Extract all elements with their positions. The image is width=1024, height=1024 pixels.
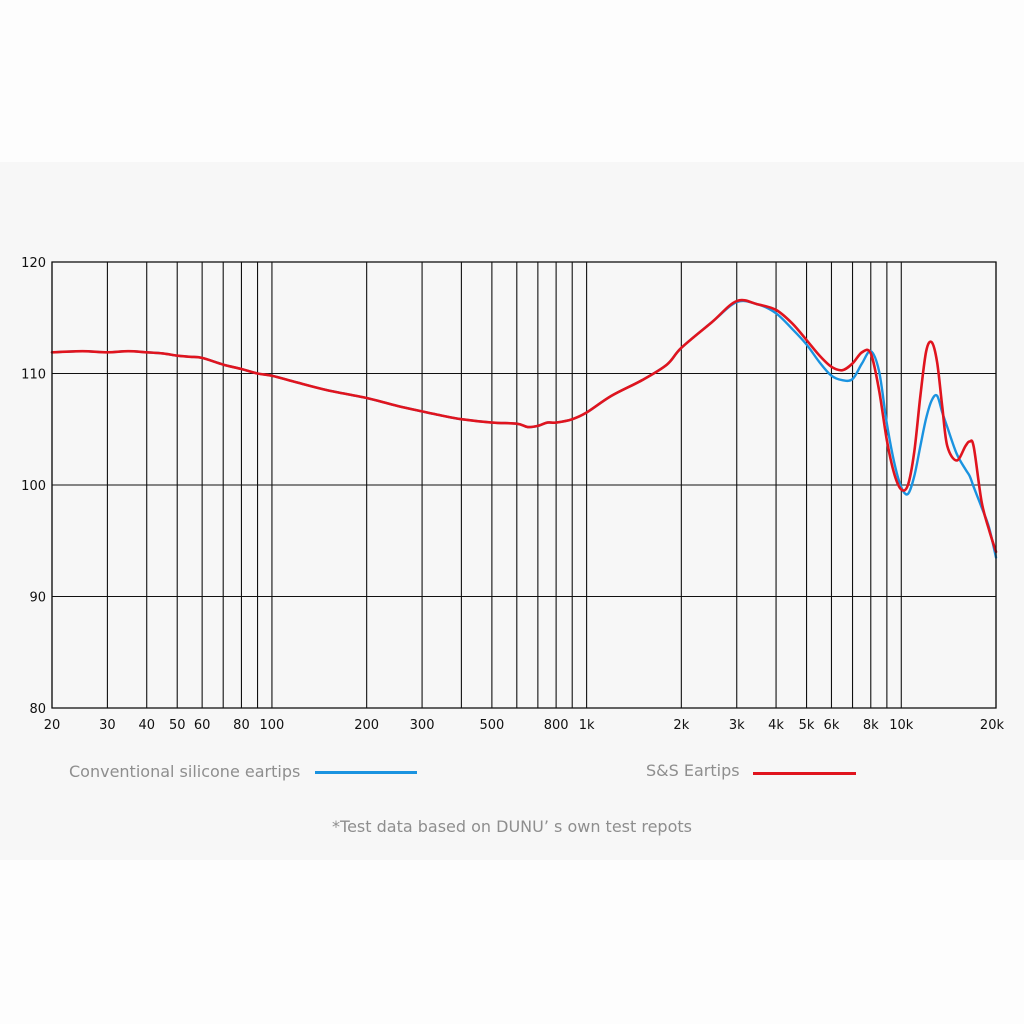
x-tick-label: 50 [169,718,186,733]
y-tick-label: 100 [21,479,46,494]
x-tick-label: 20 [44,718,61,733]
x-tick-label: 200 [354,718,379,733]
y-tick-label: 90 [29,591,46,606]
x-tick-label: 2k [673,718,689,733]
y-axis-ticks: 80 90 100 110 120 [21,256,46,717]
x-tick-label: 5k [799,718,815,733]
y-tick-label: 120 [21,256,46,271]
y-tick-label: 110 [21,368,46,383]
x-tick-label: 300 [410,718,435,733]
x-tick-label: 20k [980,718,1005,733]
x-tick-label: 3k [729,718,745,733]
x-tick-label: 100 [260,718,285,733]
x-tick-label: 60 [194,718,211,733]
y-tick-label: 80 [29,702,46,717]
plot-frame [51,261,997,709]
x-tick-label: 500 [479,718,504,733]
x-axis-ticks: 20 30 40 50 60 80 100 200 300 500 800 1k 2k 3k 4k 5k 6k 8… [44,718,1005,733]
series-line-silicone [50,299,998,559]
chart-panel [0,162,1024,860]
x-tick-label: 800 [544,718,569,733]
legend-swatch-ss [753,772,856,775]
legend-label-silicone: Conventional silicone eartips [69,762,301,781]
series-lines [50,298,998,559]
x-tick-label: 4k [768,718,784,733]
x-tick-label: 40 [138,718,155,733]
grid [51,261,997,709]
legend-label-ss: S&S Eartips [646,761,740,780]
x-tick-label: 30 [99,718,116,733]
series-line-ss [50,298,998,554]
x-tick-label: 10k [889,718,914,733]
x-tick-label: 8k [863,718,879,733]
footnote: *Test data based on DUNU’ s own test rep… [332,817,692,836]
legend-swatch-silicone [315,771,417,774]
x-tick-label: 80 [233,718,250,733]
x-tick-label: 1k [579,718,595,733]
x-tick-label: 6k [824,718,840,733]
